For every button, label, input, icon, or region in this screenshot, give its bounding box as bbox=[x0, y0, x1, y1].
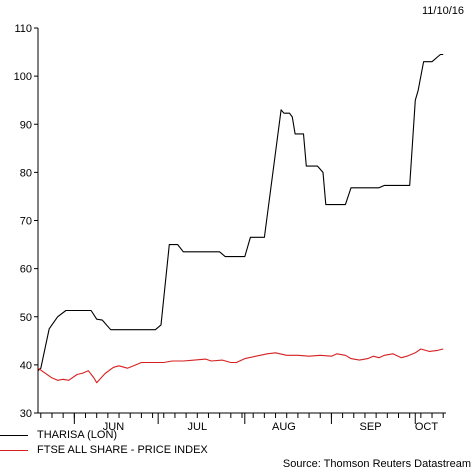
y-tick-label: 90 bbox=[20, 119, 32, 131]
x-tick-label: JUL bbox=[188, 421, 208, 433]
y-tick-label: 50 bbox=[20, 312, 32, 324]
y-tick-label: 100 bbox=[14, 71, 32, 83]
y-tick-label: 60 bbox=[20, 264, 32, 276]
x-tick-label: AUG bbox=[272, 421, 296, 433]
y-tick-label: 80 bbox=[20, 167, 32, 179]
series-line-ftse bbox=[37, 348, 444, 384]
x-tick-label: OCT bbox=[415, 421, 439, 433]
y-tick-label: 70 bbox=[20, 216, 32, 228]
source-label: Source: Thomson Reuters Datastream bbox=[282, 458, 471, 470]
x-tick-label: SEP bbox=[360, 421, 382, 433]
legend-swatch-tharisa bbox=[0, 434, 28, 436]
legend-swatch-ftse bbox=[0, 449, 28, 451]
legend-item-ftse: FTSE ALL SHARE - PRICE INDEX bbox=[0, 442, 208, 458]
x-tick-label: JUN bbox=[103, 421, 124, 433]
series-line-tharisa bbox=[37, 53, 444, 372]
y-tick-label: 110 bbox=[14, 23, 32, 35]
y-tick-label: 30 bbox=[20, 408, 32, 420]
legend-label-tharisa: THARISA (LON) bbox=[37, 429, 118, 441]
date-label: 11/10/16 bbox=[421, 5, 464, 17]
legend-item-tharisa: THARISA (LON) bbox=[0, 427, 117, 443]
legend-label-ftse: FTSE ALL SHARE - PRICE INDEX bbox=[37, 444, 208, 456]
y-tick-label: 40 bbox=[20, 360, 32, 372]
